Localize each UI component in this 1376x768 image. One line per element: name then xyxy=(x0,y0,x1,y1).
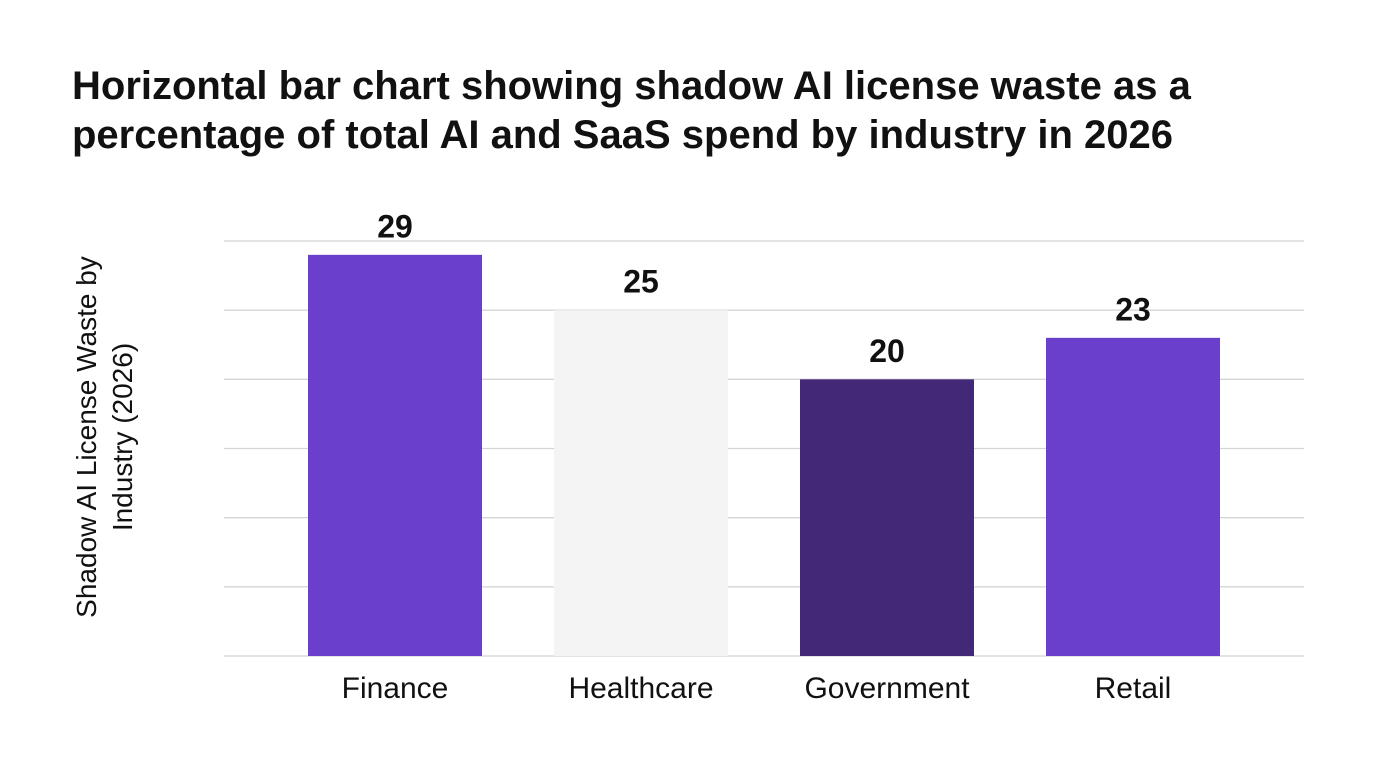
x-tick-label: Healthcare xyxy=(568,672,713,705)
chart-title: Horizontal bar chart showing shadow AI l… xyxy=(72,64,1191,157)
x-tick-label: Retail xyxy=(1095,672,1172,705)
value-label: 25 xyxy=(623,264,659,300)
bar xyxy=(554,310,728,656)
value-label: 20 xyxy=(869,333,905,369)
bar xyxy=(1046,337,1220,656)
value-label: 23 xyxy=(1115,291,1151,327)
value-label: 29 xyxy=(377,208,413,244)
bar xyxy=(800,379,974,656)
bar xyxy=(308,254,482,657)
x-tick-label: Government xyxy=(804,672,970,705)
x-tick-label: Finance xyxy=(342,672,449,705)
